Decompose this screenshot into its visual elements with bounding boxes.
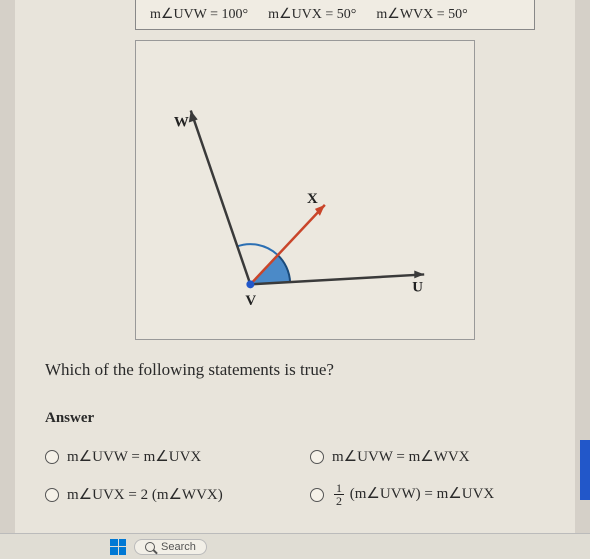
option-1[interactable]: m∠UVW = m∠UVX (45, 447, 280, 466)
label-u: U (412, 279, 423, 295)
option-2[interactable]: m∠UVW = m∠WVX (310, 447, 545, 466)
arrow-u (414, 270, 424, 278)
option-3-text: m∠UVX = 2 (m∠WVX) (67, 485, 223, 504)
radio-icon (45, 488, 59, 502)
option-3[interactable]: m∠UVX = 2 (m∠WVX) (45, 482, 280, 507)
options-grid: m∠UVW = m∠UVX m∠UVW = m∠WVX m∠UVX = 2 (m… (45, 447, 545, 507)
label-v: V (245, 293, 256, 309)
given-uvw: m∠UVW = 100° (150, 6, 248, 23)
label-w: W (174, 114, 189, 130)
frac-den: 2 (334, 495, 344, 507)
given-values-box: m∠UVW = 100° m∠UVX = 50° m∠WVX = 50° (135, 0, 535, 30)
taskbar-search[interactable]: Search (134, 539, 207, 555)
option-2-text: m∠UVW = m∠WVX (332, 447, 470, 466)
side-accent (580, 440, 590, 500)
option-4-rest: (m∠UVW) = m∠UVX (350, 486, 495, 502)
angle-figure: W X U V (135, 40, 475, 340)
search-icon (145, 542, 155, 552)
option-4-text: 1 2 (m∠UVW) = m∠UVX (332, 482, 494, 507)
windows-icon[interactable] (110, 539, 126, 555)
option-4[interactable]: 1 2 (m∠UVW) = m∠UVX (310, 482, 545, 507)
answer-heading: Answer (45, 410, 545, 427)
question-text: Which of the following statements is tru… (45, 360, 545, 380)
radio-icon (310, 488, 324, 502)
search-label: Search (161, 541, 196, 553)
radio-icon (45, 450, 59, 464)
given-wvx: m∠WVX = 50° (376, 6, 467, 23)
option-1-text: m∠UVW = m∠UVX (67, 447, 201, 466)
page-content: m∠UVW = 100° m∠UVX = 50° m∠WVX = 50° W (15, 0, 575, 559)
given-uvx: m∠UVX = 50° (268, 6, 356, 23)
label-x: X (307, 191, 318, 207)
arc-wvx (236, 244, 277, 254)
arc-fill-uvx (250, 255, 290, 285)
fraction: 1 2 (334, 482, 344, 507)
ray-vw (191, 111, 251, 285)
radio-icon (310, 450, 324, 464)
taskbar: Search (0, 533, 590, 559)
figure-svg: W X U V (136, 41, 474, 339)
vertex-dot (246, 280, 254, 288)
